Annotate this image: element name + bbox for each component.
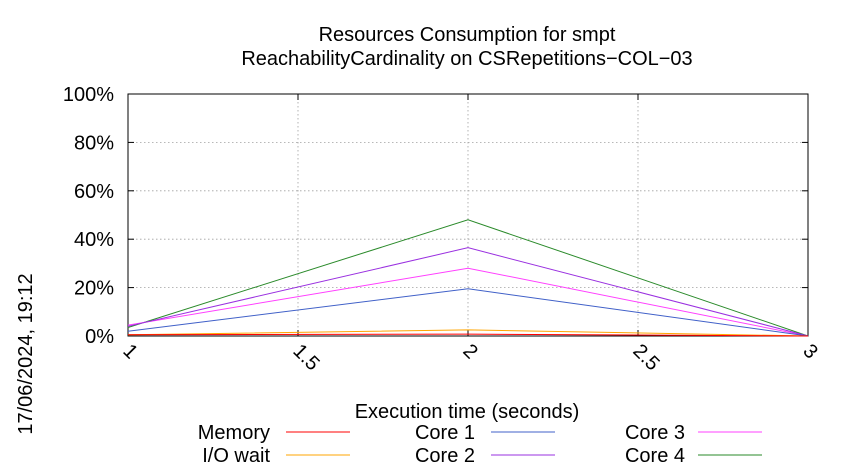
- x-tick-label: 3: [798, 340, 821, 363]
- legend-label-memory: Memory: [198, 422, 270, 444]
- x-tick-label: 1: [118, 340, 141, 363]
- series-line-memory: [127, 333, 809, 337]
- y-tick-label: 100%: [63, 84, 114, 106]
- y-axis-ticks: 0% 20% 40% 60% 80% 100%: [63, 84, 808, 348]
- series-line-core-3: [127, 267, 809, 337]
- timestamp-label: 17/06/2024, 19:12: [15, 273, 37, 434]
- x-tick-label: 2: [458, 340, 481, 363]
- legend-label-i-o-wait: I/O wait: [202, 445, 270, 467]
- legend-label-core-3: Core 3: [625, 422, 685, 444]
- series-line-core-4: [127, 219, 809, 337]
- y-tick-label: 20%: [74, 278, 114, 300]
- y-tick-label: 60%: [74, 181, 114, 203]
- legend-label-core-1: Core 1: [415, 422, 475, 444]
- x-axis-label: Execution time (seconds): [355, 401, 580, 423]
- series-line-core-1: [127, 288, 809, 337]
- legend-label-core-4: Core 4: [625, 445, 685, 467]
- x-tick-label: 2.5: [628, 340, 663, 375]
- y-tick-label: 0%: [85, 326, 114, 348]
- y-tick-label: 80%: [74, 132, 114, 154]
- chart-title: Resources Consumption for smpt: [319, 24, 616, 46]
- series-lines: [127, 219, 809, 337]
- series-line-i-o-wait: [127, 329, 809, 337]
- chart-subtitle: ReachabilityCardinality on CSRepetitions…: [241, 48, 692, 70]
- y-tick-label: 40%: [74, 229, 114, 251]
- grid: [128, 94, 808, 336]
- series-line-core-2: [127, 247, 809, 337]
- legend-label-core-2: Core 2: [415, 445, 475, 467]
- x-tick-label: 1.5: [288, 340, 323, 375]
